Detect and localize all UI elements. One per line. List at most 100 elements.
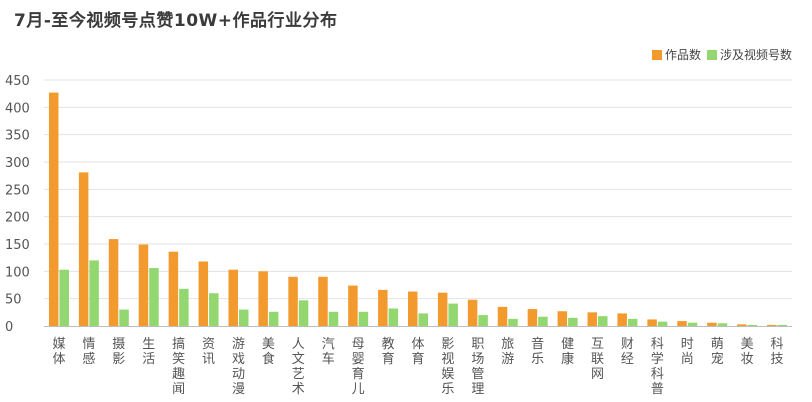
legend-item-series1: 作品数 [651, 46, 701, 63]
x-tick-label: 场 [471, 352, 484, 367]
x-tick-label: 普 [651, 382, 664, 397]
bar-series2 [627, 318, 638, 326]
y-tick-label: 200 [5, 211, 30, 226]
chart-title: 7月-至今视频号点赞10W+作品行业分布 [14, 11, 338, 31]
bar-series1 [527, 309, 538, 326]
x-tick-label: 科 [771, 337, 784, 352]
x-tick-label: 活 [142, 352, 155, 367]
x-tick-label: 财 [621, 337, 634, 352]
x-tick-label: 搞 [172, 336, 185, 352]
bar-series2 [747, 324, 758, 326]
x-tick-label: 影 [441, 337, 454, 352]
bar-series2 [568, 317, 578, 326]
bar-series2 [538, 316, 548, 326]
x-tick-label: 动 [232, 367, 245, 382]
x-tick-label: 学 [651, 351, 664, 367]
x-tick-label: 育 [352, 366, 365, 382]
x-tick-label: 情 [82, 337, 95, 352]
bar-series1 [647, 319, 657, 326]
x-tick-label: 教 [382, 336, 395, 352]
y-tick-label: 350 [5, 129, 30, 144]
y-tick-label: 250 [5, 183, 30, 198]
x-tick-label: 音 [531, 336, 544, 352]
x-tick-label: 育 [382, 351, 395, 367]
x-tick-label: 游 [232, 337, 245, 352]
bar-series1 [78, 172, 89, 326]
bar-series1 [318, 276, 328, 326]
bar-series1 [48, 92, 59, 326]
bar-series1 [348, 285, 358, 326]
y-tick-label: 300 [5, 156, 30, 171]
x-tick-label: 理 [471, 382, 484, 397]
x-tick-label: 经 [621, 352, 634, 367]
bar-series1 [198, 261, 209, 326]
x-tick-label: 美 [741, 337, 754, 352]
x-tick-label: 尚 [681, 352, 694, 367]
x-tick-label: 健 [561, 337, 574, 352]
bar-series2 [209, 293, 219, 326]
bar-series2 [89, 260, 99, 326]
legend-item-series2: 涉及视频号数 [706, 46, 792, 63]
legend-swatch-series1 [651, 49, 662, 60]
x-tick-label: 科 [651, 367, 664, 382]
x-tick-label: 康 [561, 351, 574, 367]
x-tick-label: 联 [591, 352, 604, 367]
bar-series1 [108, 239, 119, 326]
bar-series1 [378, 289, 388, 326]
bar-series2 [478, 315, 488, 326]
x-tick-label: 母 [352, 337, 365, 352]
gridlines [44, 79, 792, 300]
y-tick-label: 150 [5, 238, 30, 253]
bar-series2 [777, 324, 788, 326]
y-tick-label: 100 [5, 265, 30, 280]
legend-label-series1: 作品数 [664, 48, 701, 62]
bar-series1 [587, 312, 598, 326]
x-tick-label: 食 [262, 351, 275, 367]
x-tick-label: 婴 [352, 352, 365, 367]
x-tick-label: 乐 [441, 382, 454, 397]
x-tick-label: 戏 [232, 352, 245, 367]
bar-series2 [418, 313, 428, 326]
bar-series1 [677, 321, 687, 326]
bar-series1 [408, 291, 418, 326]
x-tick-label: 媒 [52, 337, 65, 352]
y-tick-label: 0 [5, 320, 13, 335]
x-tick-label: 摄 [112, 337, 125, 352]
bar-series2 [508, 318, 518, 326]
bar-series1 [288, 276, 298, 326]
bar-series1 [497, 306, 508, 326]
bar-series2 [149, 268, 159, 326]
x-tick-label: 娱 [441, 367, 454, 382]
bars [48, 92, 788, 326]
bar-series1 [767, 324, 777, 326]
x-tick-label: 网 [591, 367, 604, 382]
x-tick-label: 萌 [711, 337, 724, 352]
x-tick-label: 趣 [172, 367, 185, 382]
bar-series1 [617, 313, 627, 326]
bar-series1 [437, 292, 448, 326]
bar-series2 [358, 311, 369, 326]
x-tick-label: 宠 [711, 351, 724, 367]
bar-series1 [138, 244, 149, 326]
x-tick-label: 育 [411, 351, 424, 367]
x-tick-label: 美 [262, 337, 275, 352]
bar-series2 [388, 308, 399, 326]
x-tick-label: 妆 [741, 352, 754, 367]
x-tick-label: 游 [501, 352, 514, 367]
x-tick-label: 资 [202, 337, 215, 352]
x-tick-label: 车 [322, 351, 335, 367]
y-tick-label: 450 [5, 74, 30, 89]
bar-series2 [238, 309, 249, 326]
x-tick-label: 视 [441, 352, 454, 367]
legend-label-series2: 涉及视频号数 [719, 48, 792, 62]
x-tick-label: 科 [651, 337, 664, 352]
x-tick-label: 体 [52, 352, 65, 367]
legend-swatch-series2 [706, 49, 717, 60]
x-tick-label: 讯 [202, 352, 215, 367]
x-tick-label: 体 [411, 337, 424, 352]
x-tick-label: 时 [681, 337, 694, 352]
bar-series1 [168, 251, 179, 326]
bar-series2 [657, 321, 668, 326]
bar-series2 [328, 311, 339, 326]
